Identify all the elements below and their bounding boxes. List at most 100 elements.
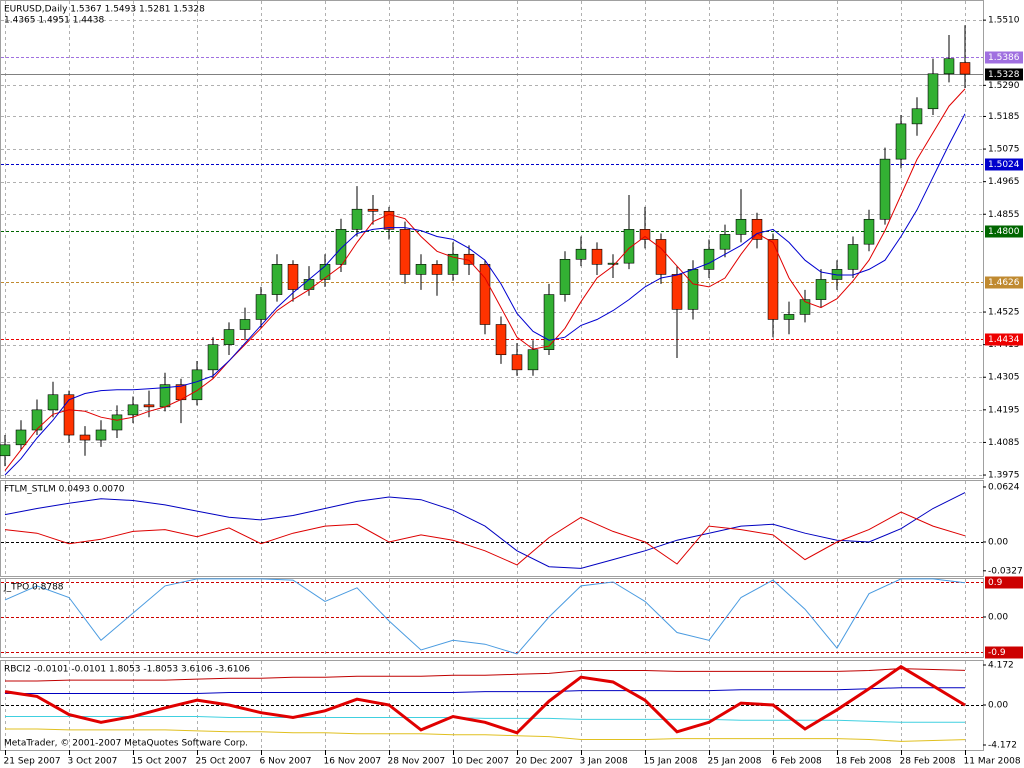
grid-layer [0, 0, 984, 751]
pane-frame [0, 578, 984, 658]
candle-body [15, 429, 27, 446]
indicator-line [4, 578, 966, 655]
y-tick-label: 1.4195 [988, 405, 1020, 415]
y-tick-label: 1.4305 [988, 373, 1020, 383]
level-badge [985, 576, 1023, 589]
y-tick-label: 0.0624 [988, 482, 1020, 492]
x-tick-label: 3 Jan 2008 [580, 757, 628, 767]
candle-body [255, 294, 267, 320]
candle-body [607, 262, 619, 265]
candle-body [95, 429, 107, 441]
candle-body [31, 409, 43, 431]
candle-body [687, 269, 699, 310]
candle-body [111, 414, 123, 431]
candle-body [671, 274, 683, 310]
x-tick-label: 15 Jan 2008 [644, 757, 698, 767]
candle-body [511, 354, 523, 371]
candle-body [207, 344, 219, 371]
candle-body [655, 239, 667, 275]
x-tick-label: 20 Dec 2007 [516, 757, 574, 767]
indicator-line [5, 668, 966, 682]
y-tick-label: 1.4085 [988, 438, 1020, 448]
candle-body [431, 264, 443, 275]
level-badge-label: 1.5328 [988, 70, 1020, 80]
candle-body [47, 394, 59, 411]
candle-body [399, 229, 411, 275]
candle-body [383, 210, 395, 230]
x-tick-label: 28 Nov 2007 [388, 757, 446, 767]
level-badge-label: 1.5386 [988, 53, 1020, 63]
candle-body [351, 208, 363, 230]
candle-body [415, 264, 427, 275]
indicator-line [5, 728, 966, 742]
candle-body [895, 123, 907, 160]
indicator-line [4, 492, 966, 569]
x-tick-label: 6 Feb 2008 [772, 757, 823, 767]
indicator-line [5, 716, 965, 723]
level-badge-label: -0.9 [988, 648, 1006, 658]
candle-body [143, 404, 155, 408]
level-badge-label: 1.4434 [988, 335, 1020, 345]
label-layer: 1.5510 1.5290 1.5185 1.5075 1.4965 1.4855 1.45… [3, 5, 1023, 767]
indicator-line [4, 511, 966, 566]
level-badge [985, 225, 1023, 238]
candle-body [943, 58, 955, 75]
candle-body [719, 234, 731, 250]
x-tick-label: 28 Feb 2008 [900, 757, 956, 767]
indicator-line [5, 687, 965, 694]
y-tick-label: 1.5290 [988, 81, 1020, 91]
candle-body [959, 62, 971, 75]
candle-body [703, 248, 715, 270]
candle-body [543, 294, 555, 350]
x-tick-label: 21 Sep 2007 [4, 757, 61, 767]
candle-body [319, 264, 331, 280]
x-tick-label: 15 Oct 2007 [132, 757, 188, 767]
candle-body [591, 248, 603, 265]
candle-body [79, 434, 91, 441]
candle-body [447, 253, 459, 275]
candle-body [767, 239, 779, 320]
candle-body [863, 218, 875, 245]
indicator-line [4, 88, 966, 471]
level-badge-label: 0.9 [988, 578, 1003, 588]
x-tick-label: 18 Feb 2008 [836, 757, 892, 767]
x-tick-label: 11 Mar 2008 [964, 757, 1021, 767]
candle-body [639, 229, 651, 240]
level-badge [985, 646, 1023, 659]
x-tick-label: 25 Jan 2008 [708, 757, 762, 767]
x-tick-label: 16 Nov 2007 [324, 757, 382, 767]
candle-body [127, 404, 139, 416]
y-tick-label: 0.00 [988, 537, 1008, 547]
candle-body [495, 324, 507, 356]
mark-layer [0, 25, 983, 742]
y-tick-label: 1.4525 [988, 308, 1020, 318]
candle-body [847, 244, 859, 270]
pane-frame [0, 480, 984, 577]
level-badge-label: 1.4626 [988, 278, 1020, 288]
y-tick-label: 0.00 [988, 701, 1008, 711]
candle-body [335, 229, 347, 265]
indicator-line [4, 664, 966, 735]
pane-title: EURUSD,Daily 1.5367 1.5493 1.5281 1.5328 [4, 5, 205, 15]
candle-body [239, 319, 251, 330]
level-badge [985, 51, 1023, 64]
candle-body [271, 264, 283, 295]
candle-body [911, 108, 923, 125]
x-tick-label: 25 Oct 2007 [196, 757, 252, 767]
x-tick-label: 10 Dec 2007 [452, 757, 510, 767]
candle-body [303, 279, 315, 290]
y-tick-label: 4.172 [988, 661, 1014, 671]
level-badge [985, 158, 1023, 171]
y-tick-label: 1.3975 [988, 471, 1020, 481]
y-tick-label: 1.4965 [988, 177, 1020, 187]
x-tick-label: 3 Oct 2007 [68, 757, 118, 767]
candle-body [751, 218, 763, 240]
y-tick-label: -0.0327 [988, 566, 1023, 576]
candle-body [623, 229, 635, 264]
candle-body [927, 73, 939, 110]
pane-title: J_TPO 0.8788 [3, 583, 64, 593]
y-tick-label: 1.5185 [988, 112, 1020, 122]
candle-body [223, 329, 235, 345]
